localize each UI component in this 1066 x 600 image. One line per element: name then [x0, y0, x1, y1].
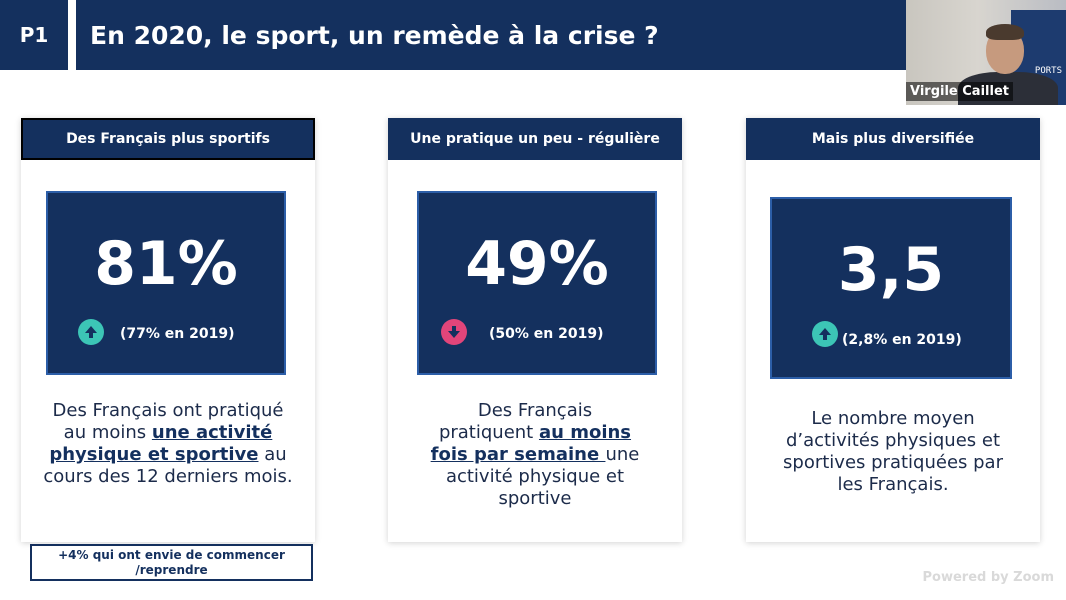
stat-card-3: Mais plus diversifiée 3,5 (2,8% en 2019)…: [746, 118, 1040, 542]
stat-value: 49%: [465, 229, 609, 299]
desc-text: Des Français ont pratiqué au moins: [52, 400, 284, 443]
zoom-watermark: Powered by Zoom: [922, 570, 1055, 585]
card-description: Le nombre moyen d’activités physiques et…: [782, 408, 1004, 496]
card-description: Des Français ont pratiqué au moins une a…: [39, 400, 297, 488]
desc-text: Des Français pratiquent: [438, 400, 593, 443]
webcam-video[interactable]: PORTS Virgile Caillet: [906, 0, 1066, 105]
desc-text: Le nombre moyen d’activités physiques et…: [783, 408, 1003, 495]
footnote-box: +4% qui ont envie de commencer /reprendr…: [30, 544, 313, 581]
card-description: Des Français pratiquent au moins fois pa…: [430, 400, 640, 510]
stat-card-1: Des Français plus sportifs 81% (77% en 2…: [21, 118, 315, 542]
stat-value: 81%: [94, 229, 238, 299]
trend-label: (2,8% en 2019): [842, 332, 962, 348]
arrow-up-circle-icon: [812, 321, 838, 347]
desc-text-end: au cours des 12 derniers mois.: [43, 444, 293, 487]
stat-card-2: Une pratique un peu - régulière 49% (50%…: [388, 118, 682, 542]
speaker-hair: [986, 24, 1024, 40]
stat-box: 3,5 (2,8% en 2019): [770, 197, 1012, 379]
stat-value: 3,5: [837, 235, 945, 305]
card-heading: Une pratique un peu - régulière: [388, 118, 682, 160]
wall-text: PORTS: [1034, 66, 1062, 76]
stat-box: 49% (50% en 2019): [417, 191, 657, 375]
arrow-up-circle-icon: [78, 319, 104, 345]
slide-title: En 2020, le sport, un remède à la crise …: [76, 0, 906, 70]
trend-label: (77% en 2019): [120, 326, 235, 342]
desc-text-end: une activité physique et sportive: [445, 444, 640, 509]
desc-highlight: au moins fois par semaine: [430, 422, 632, 465]
card-heading: Mais plus diversifiée: [746, 118, 1040, 160]
page-badge: P1: [0, 0, 68, 70]
desc-highlight: une activité physique et sportive: [49, 422, 273, 465]
trend-label: (50% en 2019): [489, 326, 604, 342]
arrow-down-circle-icon: [441, 319, 467, 345]
participant-name: Virgile Caillet: [906, 82, 1013, 101]
stat-box: 81% (77% en 2019): [46, 191, 286, 375]
card-heading: Des Français plus sportifs: [21, 118, 315, 160]
